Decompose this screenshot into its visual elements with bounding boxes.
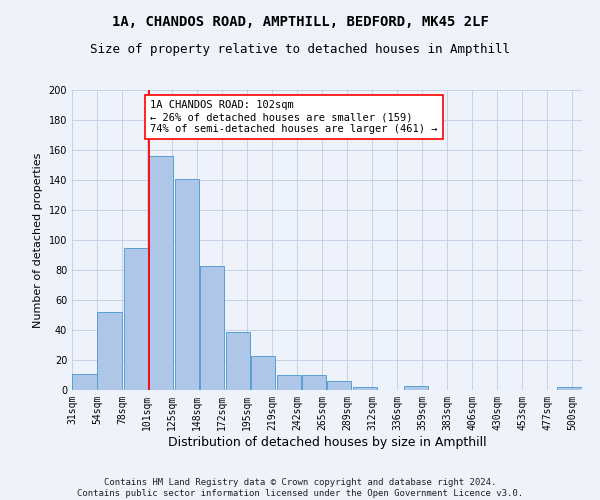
Bar: [277, 375, 301, 390]
Bar: [73, 374, 97, 390]
Bar: [404, 386, 428, 390]
Bar: [327, 381, 351, 390]
Bar: [97, 312, 122, 390]
Bar: [149, 156, 173, 390]
Text: Contains HM Land Registry data © Crown copyright and database right 2024.
Contai: Contains HM Land Registry data © Crown c…: [77, 478, 523, 498]
Y-axis label: Number of detached properties: Number of detached properties: [33, 152, 43, 328]
Text: 1A, CHANDOS ROAD, AMPTHILL, BEDFORD, MK45 2LF: 1A, CHANDOS ROAD, AMPTHILL, BEDFORD, MK4…: [112, 15, 488, 29]
Bar: [226, 332, 250, 390]
Bar: [353, 387, 377, 390]
Bar: [251, 356, 275, 390]
Bar: [175, 178, 199, 390]
Bar: [124, 248, 148, 390]
Bar: [557, 387, 581, 390]
Text: 1A CHANDOS ROAD: 102sqm
← 26% of detached houses are smaller (159)
74% of semi-d: 1A CHANDOS ROAD: 102sqm ← 26% of detache…: [150, 100, 438, 134]
Bar: [302, 375, 326, 390]
X-axis label: Distribution of detached houses by size in Ampthill: Distribution of detached houses by size …: [167, 436, 487, 448]
Bar: [200, 266, 224, 390]
Text: Size of property relative to detached houses in Ampthill: Size of property relative to detached ho…: [90, 42, 510, 56]
